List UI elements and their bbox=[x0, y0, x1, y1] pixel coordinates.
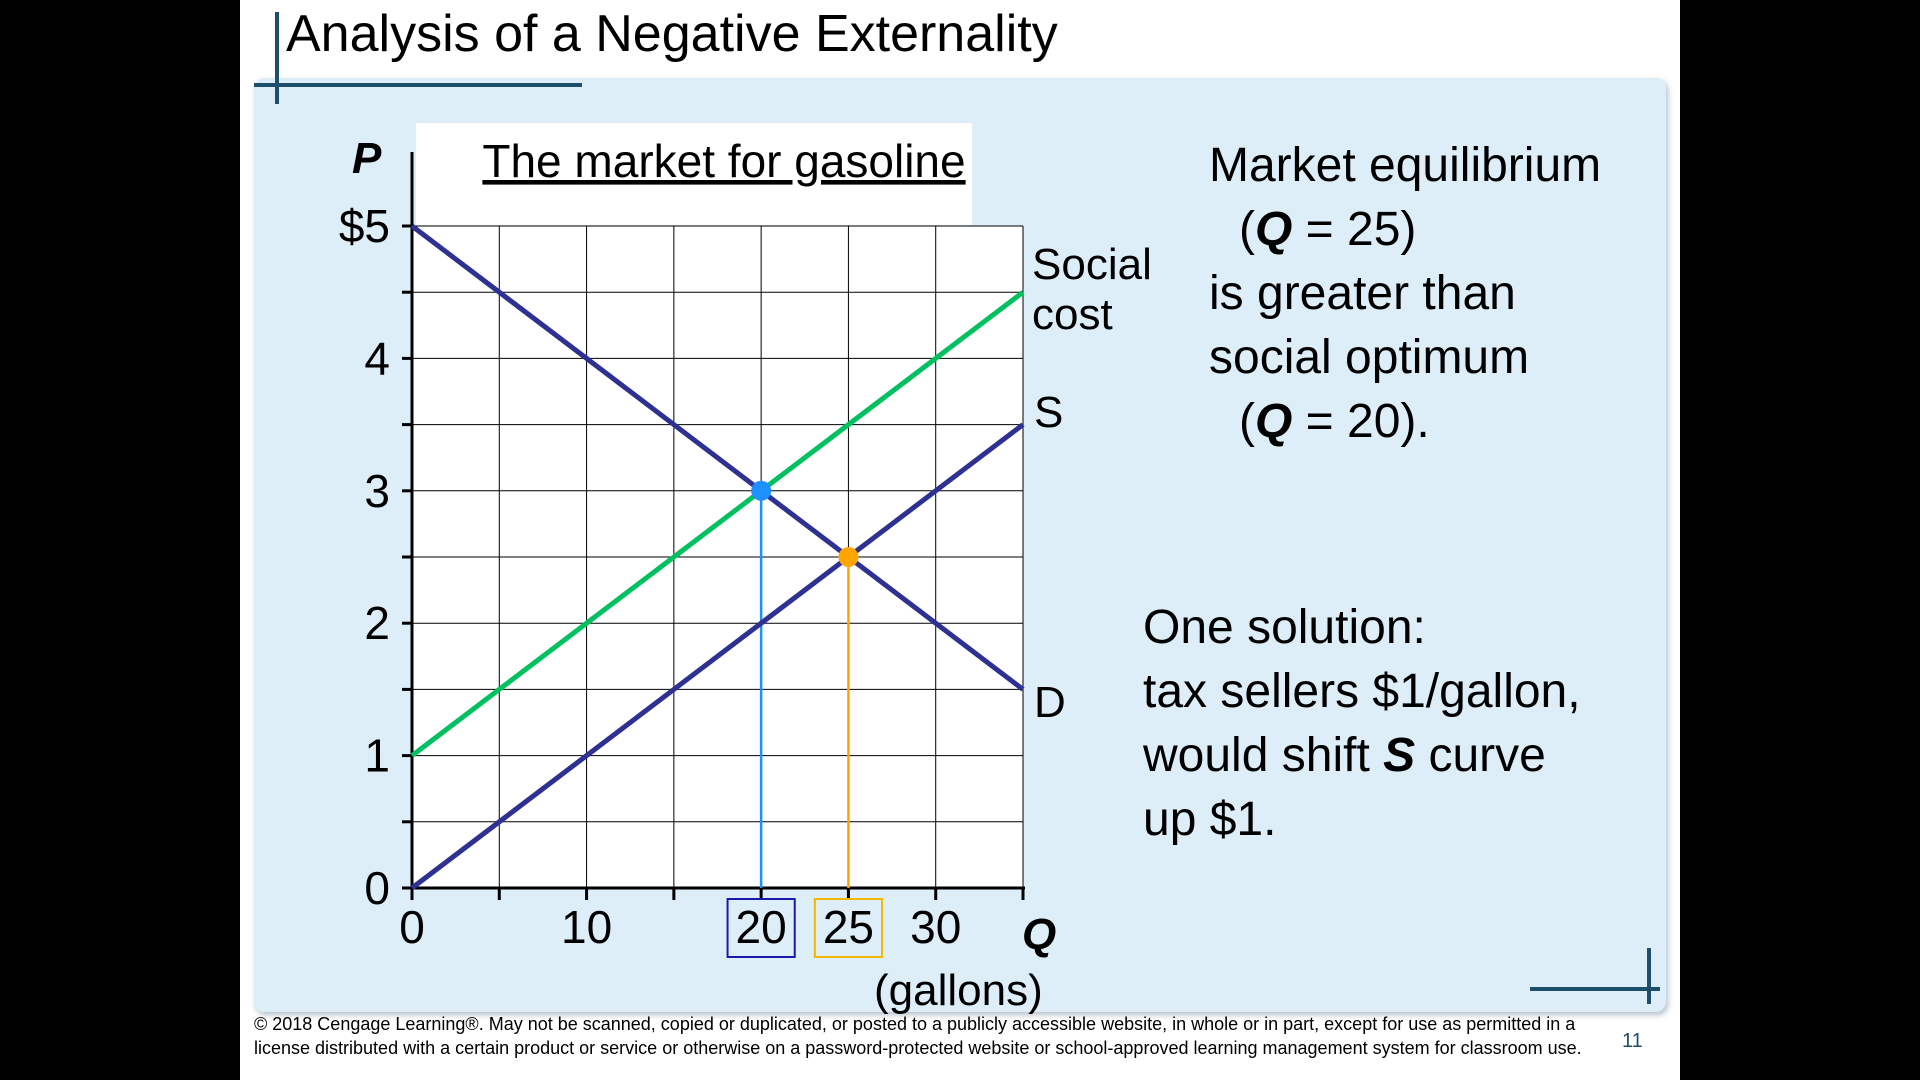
text1-line2-rest: = 25) bbox=[1292, 203, 1417, 256]
x-tick-label: 0 bbox=[399, 901, 425, 953]
series-line-social-cost bbox=[410, 290, 1025, 758]
y-tick-label: 3 bbox=[364, 465, 390, 517]
y-tick-label: 4 bbox=[364, 332, 390, 384]
series-label-social-cost: Social cost bbox=[1032, 240, 1172, 340]
x-tick-highlight-box bbox=[726, 898, 796, 958]
text2-line3-post: curve bbox=[1415, 729, 1546, 782]
text1-line4: social optimum bbox=[1209, 331, 1530, 384]
series-label-s: S bbox=[1034, 388, 1064, 437]
title-accent-horizontal bbox=[254, 83, 582, 87]
x-tick-label: 20 bbox=[736, 901, 787, 953]
x-axis-label: Q bbox=[1022, 910, 1057, 959]
text1-line5-var: Q bbox=[1254, 395, 1293, 448]
market-equilibrium-text: Market equilibrium (Q = 25) is greater t… bbox=[1209, 134, 1601, 454]
x-tick-label: 10 bbox=[561, 901, 612, 953]
text1-line2-var: Q bbox=[1254, 203, 1293, 256]
y-tick-label: $5 bbox=[339, 200, 390, 252]
equilibrium-point-1 bbox=[751, 480, 772, 501]
page-number: 11 bbox=[1622, 1030, 1643, 1052]
slide-title: Analysis of a Negative Externality bbox=[286, 5, 1058, 63]
y-tick-label: 2 bbox=[364, 597, 390, 649]
series-line-d bbox=[410, 224, 1025, 692]
chart-title-box bbox=[416, 123, 972, 225]
text1-line2-open: ( bbox=[1239, 203, 1255, 256]
copyright-footer: © 2018 Cengage Learning®. May not be sca… bbox=[254, 1014, 1582, 1058]
x-axis-unit: (gallons) bbox=[874, 966, 1043, 1015]
chart-title: The market for gasoline bbox=[482, 135, 965, 187]
y-tick-label: 0 bbox=[364, 862, 390, 914]
corner-accent-horizontal bbox=[1530, 987, 1660, 991]
text1-line5: (Q = 20). bbox=[1209, 390, 1601, 454]
text1-line5-open: ( bbox=[1239, 395, 1255, 448]
equilibrium-point-2 bbox=[838, 547, 859, 567]
y-tick-label: 1 bbox=[364, 730, 390, 782]
slide: Analysis of a Negative Externality The m… bbox=[240, 0, 1680, 1080]
series-line-s bbox=[410, 422, 1025, 890]
y-axis-label: P bbox=[352, 134, 382, 183]
corner-accent-vertical bbox=[1647, 948, 1651, 1004]
series-label-social-cost-text: Social cost bbox=[1032, 240, 1152, 339]
solution-text: One solution: tax sellers $1/gallon, wou… bbox=[1143, 596, 1581, 852]
text2-line3-var: S bbox=[1383, 729, 1416, 782]
title-accent-vertical bbox=[275, 12, 279, 104]
text1-line3: is greater than bbox=[1209, 267, 1516, 320]
text1-line1: Market equilibrium bbox=[1209, 139, 1602, 192]
supply-demand-chart: The market for gasoline 0 1 2 3 4 $5 0 10 20 25 30 bbox=[339, 123, 1025, 958]
x-tick-label: 30 bbox=[910, 901, 961, 953]
text1-line2: (Q = 25) bbox=[1209, 198, 1601, 262]
text2-line1: One solution: bbox=[1143, 601, 1426, 654]
text1-line5-rest: = 20). bbox=[1292, 395, 1430, 448]
text2-line3: would shift S curve bbox=[1143, 724, 1581, 788]
series-label-d: D bbox=[1034, 678, 1066, 727]
x-tick-highlight-box bbox=[813, 898, 884, 958]
text2-line2: tax sellers $1/gallon, bbox=[1143, 665, 1581, 718]
text2-line4: up $1. bbox=[1143, 793, 1277, 846]
text2-line3-pre: would shift bbox=[1143, 729, 1384, 782]
x-tick-label: 25 bbox=[823, 901, 874, 953]
